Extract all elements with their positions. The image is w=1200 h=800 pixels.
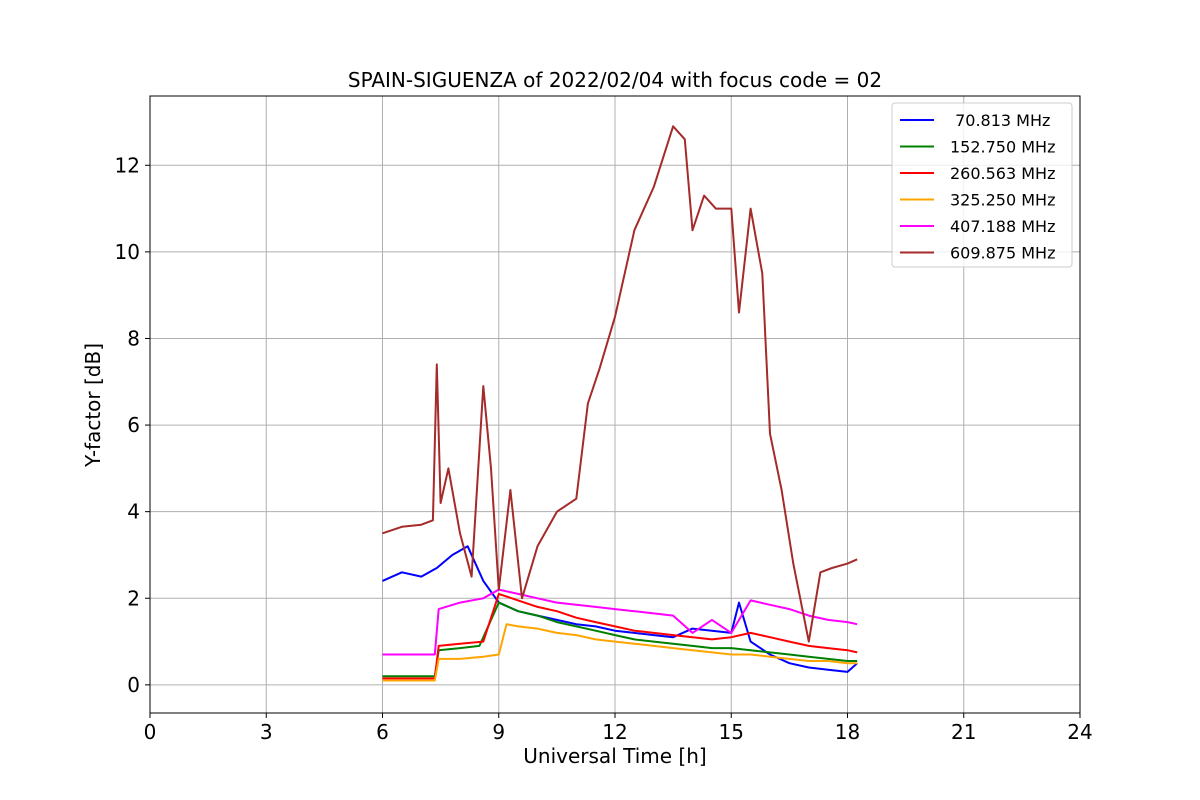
x-tick-label: 9 bbox=[492, 720, 505, 744]
grid-layer bbox=[149, 96, 1081, 713]
y-tick-label: 0 bbox=[127, 673, 140, 697]
x-tick-label: 21 bbox=[951, 720, 976, 744]
legend-entries: 70.813 MHz 152.750 MHz 260.563 MHz 325.250 … bbox=[900, 111, 1055, 263]
series-line-3 bbox=[382, 623, 858, 682]
x-tick-label: 12 bbox=[602, 720, 627, 744]
series-line-2 bbox=[382, 592, 858, 680]
legend-label-1: 152.750 MHz bbox=[950, 138, 1055, 157]
legend-label-3: 325.250 MHz bbox=[950, 191, 1055, 210]
x-axis-label: Universal Time [h] bbox=[523, 744, 706, 768]
y-axis-label: Y-factor [dB] bbox=[81, 343, 105, 468]
legend-label-4: 407.188 MHz bbox=[950, 217, 1055, 236]
y-tick-label: 12 bbox=[115, 153, 140, 177]
y-tick-label: 2 bbox=[127, 586, 140, 610]
legend-label-5: 609.875 MHz bbox=[950, 244, 1055, 263]
y-tick-label: 10 bbox=[115, 240, 140, 264]
series-line-1 bbox=[382, 601, 858, 678]
x-tick-label: 18 bbox=[835, 720, 860, 744]
x-tick-label: 0 bbox=[144, 720, 157, 744]
legend: 70.813 MHz 152.750 MHz 260.563 MHz 325.250 … bbox=[891, 102, 1073, 268]
legend-label-0: 70.813 MHz bbox=[950, 111, 1050, 130]
chart-title: SPAIN-SIGUENZA of 2022/02/04 with focus … bbox=[348, 68, 882, 92]
series-line-5 bbox=[382, 125, 858, 643]
x-tick-label: 3 bbox=[260, 720, 273, 744]
series-line-4 bbox=[382, 588, 858, 656]
series-line-0 bbox=[382, 545, 858, 673]
y-tick-label: 8 bbox=[127, 326, 140, 350]
series-layer bbox=[382, 125, 858, 682]
x-tick-label: 15 bbox=[719, 720, 744, 744]
y-tick-label: 4 bbox=[127, 500, 140, 524]
legend-label-2: 260.563 MHz bbox=[950, 164, 1055, 183]
x-tick-label: 6 bbox=[376, 720, 389, 744]
x-tick-label: 24 bbox=[1067, 720, 1092, 744]
legend-box bbox=[891, 102, 1073, 268]
y-tick-label: 6 bbox=[127, 413, 140, 437]
